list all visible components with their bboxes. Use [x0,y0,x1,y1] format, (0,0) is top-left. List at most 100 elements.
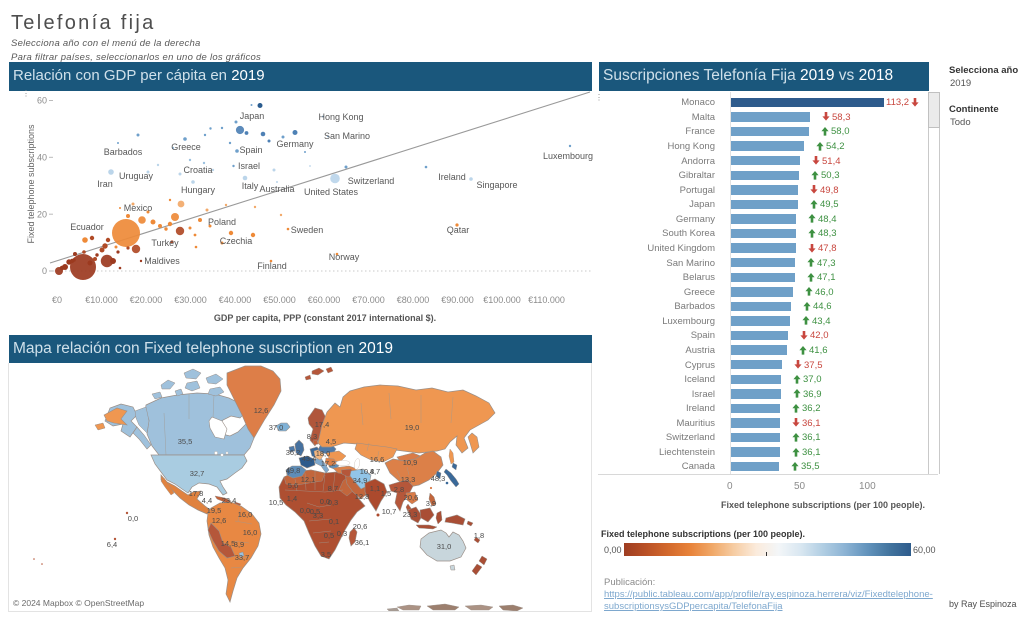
svg-text:10,5: 10,5 [269,498,284,507]
svg-text:19,0: 19,0 [405,423,420,432]
svg-text:3,5: 3,5 [321,550,331,559]
svg-text:10,8: 10,8 [360,467,375,476]
svg-text:Singapore: Singapore [476,180,517,190]
svg-text:37,0: 37,0 [269,423,284,432]
svg-text:1,4: 1,4 [287,494,297,503]
svg-text:Japan: Japan [240,111,265,121]
svg-text:14,5: 14,5 [221,539,236,548]
svg-text:60: 60 [37,96,47,106]
svg-text:32,7: 32,7 [190,469,205,478]
svg-text:San Marino: San Marino [324,131,370,141]
svg-text:1,5: 1,5 [381,489,391,498]
svg-text:0,3: 0,3 [328,498,338,507]
svg-text:Barbados: Barbados [104,147,143,157]
svg-text:19,5: 19,5 [207,506,222,515]
svg-text:Greece: Greece [171,142,201,152]
svg-text:€20.000: €20.000 [130,295,163,305]
svg-text:Poland: Poland [208,217,236,227]
svg-text:36,2: 36,2 [286,448,301,457]
svg-text:3,9: 3,9 [426,499,436,508]
svg-text:Hong Kong: Hong Kong [318,112,363,122]
svg-text:17,2: 17,2 [321,459,336,468]
svg-text:0: 0 [42,266,47,276]
svg-text:8,3: 8,3 [307,432,317,441]
svg-text:1,1: 1,1 [370,484,380,493]
svg-text:40: 40 [37,153,47,163]
svg-text:0,0: 0,0 [300,506,310,515]
svg-text:16,6: 16,6 [370,455,385,464]
svg-text:€100.000: €100.000 [483,295,521,305]
svg-text:Fixed telephone subscriptions: Fixed telephone subscriptions [26,124,36,244]
svg-text:0,3: 0,3 [337,529,347,538]
svg-text:18,0: 18,0 [316,449,331,458]
svg-text:€60.000: €60.000 [308,295,341,305]
svg-text:€90.000: €90.000 [441,295,474,305]
svg-text:4,4: 4,4 [202,496,212,505]
svg-text:8,7: 8,7 [328,484,338,493]
svg-text:Finland: Finland [257,261,287,271]
svg-text:0,0: 0,0 [128,514,138,523]
svg-text:United States: United States [304,187,359,197]
svg-text:20,6: 20,6 [353,522,368,531]
svg-text:Germany: Germany [276,139,314,149]
svg-text:Mexico: Mexico [124,203,153,213]
svg-text:GDP per capita, PPP (constant: GDP per capita, PPP (constant 2017 inter… [214,313,436,323]
svg-text:€110.000: €110.000 [528,295,565,305]
svg-text:Ecuador: Ecuador [70,222,104,232]
svg-text:Italy: Italy [242,181,259,191]
svg-text:12,6: 12,6 [212,516,227,525]
svg-text:4,7: 4,7 [370,467,380,476]
svg-text:0,0: 0,0 [320,497,330,506]
svg-text:6,4: 6,4 [107,540,117,549]
svg-text:Maldives: Maldives [144,256,180,266]
svg-text:2,8: 2,8 [394,485,404,494]
svg-text:Turkey: Turkey [151,238,179,248]
svg-text:Iran: Iran [97,179,113,189]
svg-text:5,6: 5,6 [288,481,298,490]
svg-text:0,5: 0,5 [310,507,320,516]
svg-text:Spain: Spain [239,145,262,155]
svg-text:10,9: 10,9 [403,458,418,467]
svg-text:13,3: 13,3 [401,475,416,484]
svg-text:3,9: 3,9 [234,540,244,549]
svg-text:12,1: 12,1 [301,475,316,484]
svg-text:17,8: 17,8 [189,489,204,498]
svg-text:€70.000: €70.000 [352,295,385,305]
svg-text:0,5: 0,5 [324,531,334,540]
svg-text:€10.000: €10.000 [85,295,118,305]
svg-text:20,6: 20,6 [404,493,419,502]
svg-text:31,0: 31,0 [437,542,452,551]
svg-text:3,3: 3,3 [313,511,323,520]
svg-text:23,3: 23,3 [403,510,418,519]
svg-text:33,7: 33,7 [235,553,250,562]
svg-text:€80.000: €80.000 [397,295,430,305]
svg-text:48,3: 48,3 [431,474,446,483]
svg-text:Sweden: Sweden [291,225,324,235]
svg-text:Uruguay: Uruguay [119,171,154,181]
svg-text:Australia: Australia [259,184,294,194]
svg-text:Croatia: Croatia [183,165,212,175]
svg-text:35,5: 35,5 [178,437,193,446]
svg-text:Czechia: Czechia [220,236,253,246]
svg-text:Switzerland: Switzerland [348,176,395,186]
svg-text:Luxembourg: Luxembourg [543,151,593,161]
svg-text:34,9: 34,9 [353,476,368,485]
svg-text:Ireland: Ireland [438,172,466,182]
svg-text:1,8: 1,8 [474,531,484,540]
svg-text:4,5: 4,5 [326,437,336,446]
svg-text:16,0: 16,0 [243,528,258,537]
svg-text:12,8: 12,8 [355,492,370,501]
svg-text:Norway: Norway [329,252,360,262]
svg-text:49,8: 49,8 [286,466,301,475]
svg-text:Qatar: Qatar [447,225,470,235]
svg-text:36,1: 36,1 [355,538,370,547]
svg-text:Hungary: Hungary [181,185,216,195]
svg-text:43,4: 43,4 [302,454,317,463]
svg-text:Israel: Israel [238,161,260,171]
svg-text:€40.000: €40.000 [219,295,252,305]
svg-text:17,4: 17,4 [315,420,330,429]
svg-text:€0: €0 [52,295,62,305]
svg-text:23,4: 23,4 [222,496,237,505]
svg-text:10,7: 10,7 [382,507,397,516]
svg-text:20: 20 [37,209,47,219]
